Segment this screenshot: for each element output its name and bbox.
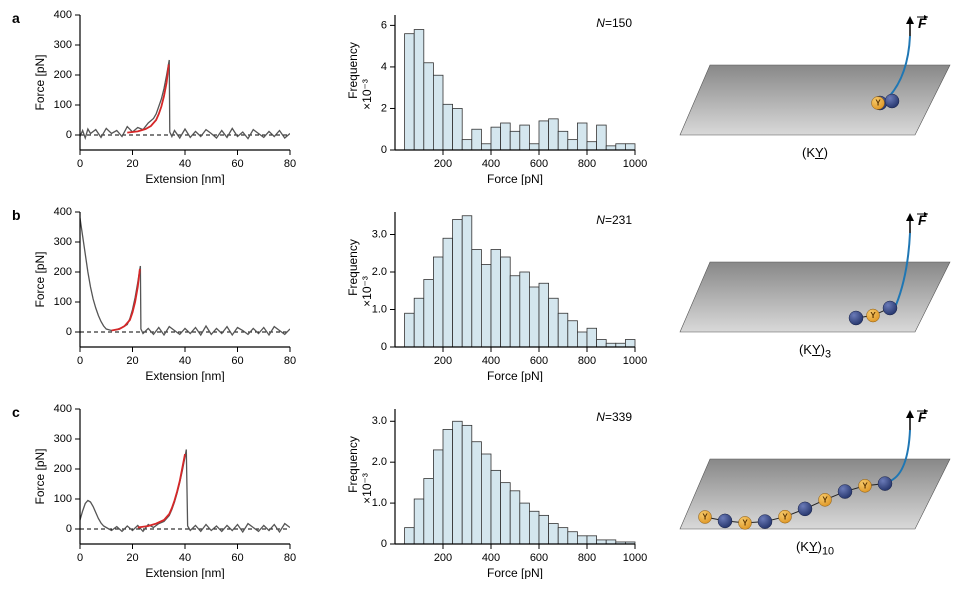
svg-text:3.0: 3.0 bbox=[372, 228, 387, 240]
svg-text:0: 0 bbox=[66, 326, 72, 338]
svg-text:Y: Y bbox=[702, 513, 708, 522]
svg-text:Extension [nm]: Extension [nm] bbox=[145, 369, 224, 382]
svg-text:2: 2 bbox=[381, 102, 387, 114]
svg-text:100: 100 bbox=[54, 493, 72, 505]
svg-text:Extension [nm]: Extension [nm] bbox=[145, 566, 224, 579]
svg-text:200: 200 bbox=[54, 463, 72, 475]
svg-text:2.0: 2.0 bbox=[372, 456, 387, 468]
svg-text:N=231: N=231 bbox=[596, 213, 632, 227]
svg-text:3.0: 3.0 bbox=[372, 415, 387, 427]
svg-text:4: 4 bbox=[381, 61, 387, 73]
svg-text:100: 100 bbox=[54, 99, 72, 111]
svg-text:Force [pN]: Force [pN] bbox=[487, 172, 543, 185]
force-extension-plot: 0 20 40 60 80 0 100 200 300 400 Extension [nm] Forc… bbox=[25, 404, 325, 579]
svg-text:0: 0 bbox=[381, 538, 387, 550]
svg-text:0: 0 bbox=[381, 341, 387, 353]
svg-text:60: 60 bbox=[231, 355, 243, 367]
histogram-plot: 200 400 600 800 1000 0 2 4 6 Force [pN] Frequency×… bbox=[340, 10, 660, 185]
svg-text:400: 400 bbox=[54, 10, 72, 21]
svg-text:0: 0 bbox=[66, 523, 72, 535]
svg-text:0: 0 bbox=[77, 158, 83, 170]
svg-text:200: 200 bbox=[54, 266, 72, 278]
panel-label-c: c bbox=[12, 404, 20, 420]
svg-text:80: 80 bbox=[284, 552, 296, 564]
svg-text:80: 80 bbox=[284, 355, 296, 367]
svg-text:Force [pN]: Force [pN] bbox=[33, 448, 47, 504]
svg-text:400: 400 bbox=[54, 404, 72, 415]
svg-text:Y: Y bbox=[782, 512, 788, 521]
svg-text:N=339: N=339 bbox=[596, 410, 632, 424]
svg-text:300: 300 bbox=[54, 236, 72, 248]
svg-text:300: 300 bbox=[54, 39, 72, 51]
svg-text:600: 600 bbox=[530, 355, 548, 367]
svg-text:Frequency: Frequency bbox=[346, 436, 360, 493]
svg-text:×10⁻³: ×10⁻³ bbox=[360, 473, 374, 504]
svg-text:800: 800 bbox=[578, 158, 596, 170]
svg-text:100: 100 bbox=[54, 296, 72, 308]
svg-text:800: 800 bbox=[578, 552, 596, 564]
schematic-label: (KY)3 bbox=[675, 342, 955, 361]
svg-text:40: 40 bbox=[179, 158, 191, 170]
row-c: c0204060800100200300400Extension [nm]For… bbox=[10, 404, 967, 584]
row-a: a0204060800100200300400Extension [nm]For… bbox=[10, 10, 967, 190]
svg-text:800: 800 bbox=[578, 355, 596, 367]
svg-text:20: 20 bbox=[126, 552, 138, 564]
svg-text:×10⁻³: ×10⁻³ bbox=[360, 276, 374, 307]
svg-text:Y: Y bbox=[875, 99, 881, 108]
svg-text:20: 20 bbox=[126, 158, 138, 170]
svg-text:0: 0 bbox=[66, 129, 72, 141]
svg-text:2.0: 2.0 bbox=[372, 266, 387, 278]
svg-text:200: 200 bbox=[434, 355, 452, 367]
svg-text:0: 0 bbox=[77, 552, 83, 564]
schematic: FYYYYY(KY)10 bbox=[675, 404, 955, 579]
svg-text:Y: Y bbox=[822, 495, 828, 504]
svg-text:0: 0 bbox=[381, 144, 387, 156]
svg-text:400: 400 bbox=[482, 552, 500, 564]
schematic: FY(KY)3 bbox=[675, 207, 955, 382]
svg-text:80: 80 bbox=[284, 158, 296, 170]
svg-text:Y: Y bbox=[870, 311, 876, 320]
schematic-label: (KY)10 bbox=[675, 539, 955, 558]
svg-text:20: 20 bbox=[126, 355, 138, 367]
svg-text:400: 400 bbox=[482, 355, 500, 367]
svg-text:200: 200 bbox=[54, 69, 72, 81]
svg-text:×10⁻³: ×10⁻³ bbox=[360, 79, 374, 110]
svg-text:400: 400 bbox=[482, 158, 500, 170]
svg-text:1000: 1000 bbox=[623, 552, 647, 564]
svg-text:Y: Y bbox=[742, 519, 748, 528]
svg-text:N=150: N=150 bbox=[596, 16, 632, 30]
force-extension-plot: 0 20 40 60 80 0 100 200 300 400 Extension [nm] Forc… bbox=[25, 10, 325, 185]
row-b: b0204060800100200300400Extension [nm]For… bbox=[10, 207, 967, 387]
histogram-plot: 200400600800100001.02.03.0Force [pN]Freq… bbox=[340, 207, 660, 382]
force-extension-plot: 0 20 40 60 80 0 100 200 300 400 Extension [nm] Forc… bbox=[25, 207, 325, 382]
schematic: FY(KY) bbox=[675, 10, 955, 185]
svg-text:400: 400 bbox=[54, 207, 72, 218]
svg-text:200: 200 bbox=[434, 552, 452, 564]
svg-text:Frequency: Frequency bbox=[346, 42, 360, 99]
svg-text:Force [pN]: Force [pN] bbox=[487, 369, 543, 382]
svg-text:Extension [nm]: Extension [nm] bbox=[145, 172, 224, 185]
figure: a0204060800100200300400Extension [nm]For… bbox=[10, 10, 967, 584]
svg-text:6: 6 bbox=[381, 19, 387, 31]
histogram-plot: 200400600800100001.02.03.0Force [pN]Freq… bbox=[340, 404, 660, 579]
svg-text:60: 60 bbox=[231, 158, 243, 170]
svg-text:Force [pN]: Force [pN] bbox=[487, 566, 543, 579]
svg-text:1000: 1000 bbox=[623, 355, 647, 367]
svg-text:Frequency: Frequency bbox=[346, 239, 360, 296]
svg-text:600: 600 bbox=[530, 552, 548, 564]
svg-text:60: 60 bbox=[231, 552, 243, 564]
svg-text:Y: Y bbox=[862, 481, 868, 490]
svg-text:Force [pN]: Force [pN] bbox=[33, 251, 47, 307]
panel-label-a: a bbox=[12, 10, 20, 26]
svg-text:0: 0 bbox=[77, 355, 83, 367]
svg-text:200: 200 bbox=[434, 158, 452, 170]
svg-text:1000: 1000 bbox=[623, 158, 647, 170]
panel-label-b: b bbox=[12, 207, 21, 223]
svg-text:40: 40 bbox=[179, 355, 191, 367]
svg-text:Force [pN]: Force [pN] bbox=[33, 54, 47, 110]
svg-text:40: 40 bbox=[179, 552, 191, 564]
schematic-label: (KY) bbox=[675, 145, 955, 160]
svg-text:300: 300 bbox=[54, 433, 72, 445]
svg-text:600: 600 bbox=[530, 158, 548, 170]
